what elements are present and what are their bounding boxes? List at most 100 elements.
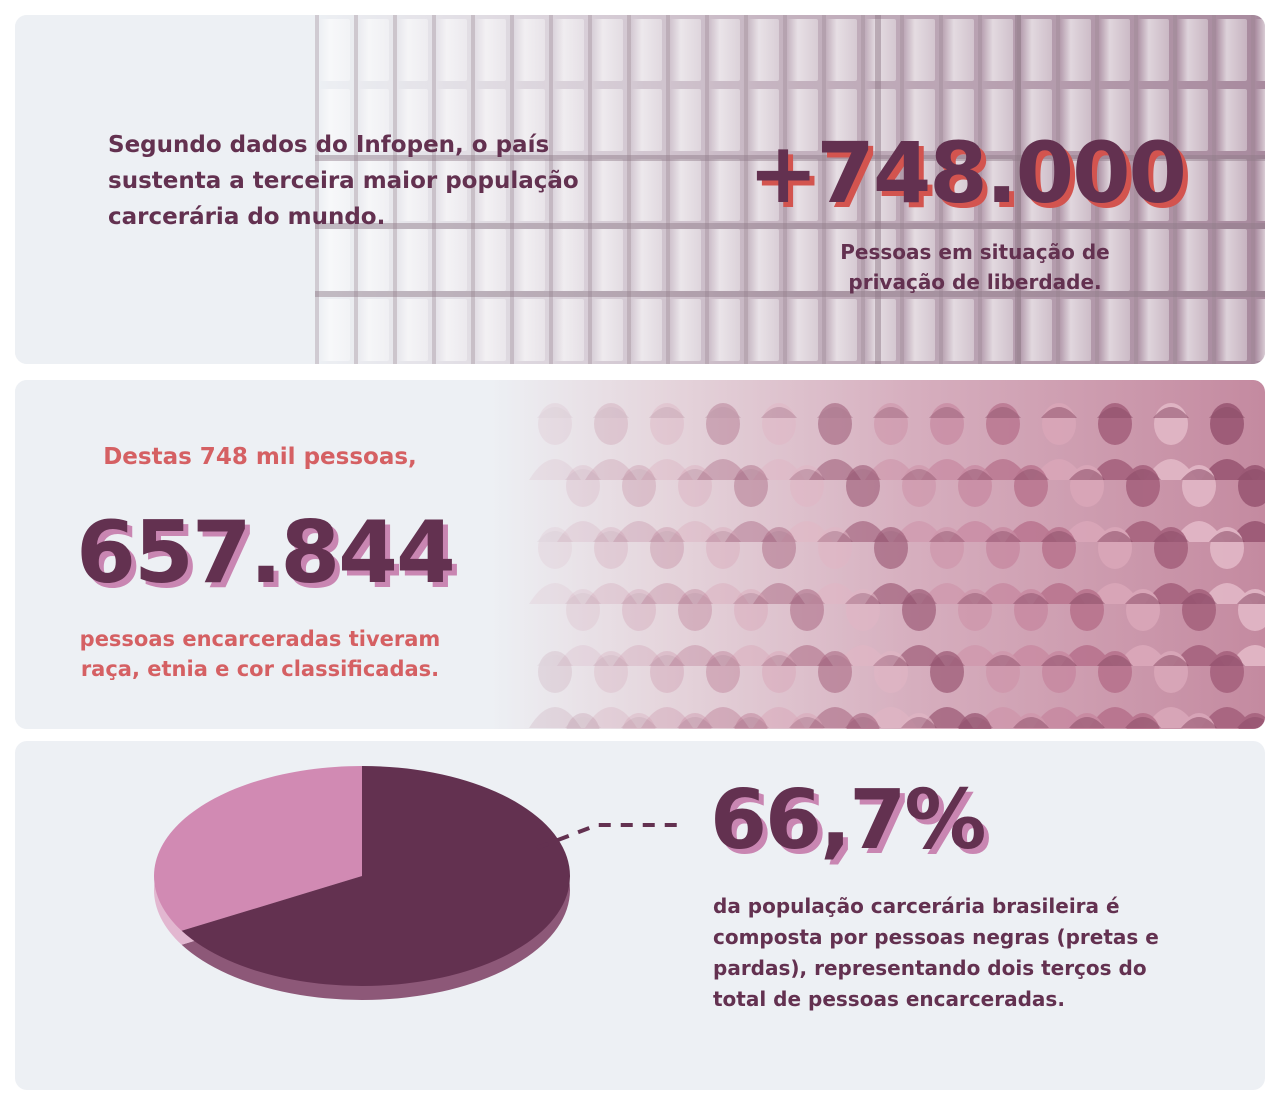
person-hair [565, 469, 601, 480]
crowd-person [585, 651, 637, 728]
bar-cell [904, 89, 935, 151]
person-hair [1097, 531, 1133, 542]
bar-cell [1255, 299, 1265, 361]
person-hair [537, 531, 573, 542]
person-head [566, 465, 600, 507]
bar-cell [475, 19, 506, 81]
crowd-person [697, 651, 749, 728]
bar-cell [670, 19, 701, 81]
person-hair [621, 717, 657, 728]
person-hair [649, 655, 685, 666]
person-head [930, 527, 964, 569]
person-head [958, 589, 992, 631]
person-hair [761, 655, 797, 666]
person-body [1033, 707, 1085, 728]
crowd-person [1117, 465, 1169, 542]
person-head [622, 713, 656, 729]
person-body [977, 459, 1029, 480]
bar-cell [514, 159, 545, 221]
person-head [650, 651, 684, 693]
person-hair [537, 655, 573, 666]
bar-cell [319, 19, 350, 81]
black-population-card: 66,7% da população carcerária brasileira… [15, 741, 1265, 1090]
bar-cell [670, 159, 701, 221]
vertical-bar [978, 15, 982, 364]
person-body [865, 459, 917, 480]
crowd-person [557, 589, 609, 666]
vertical-bar [549, 15, 553, 364]
person-hair [1181, 717, 1217, 728]
bar-cell [631, 159, 662, 221]
person-head [1042, 527, 1076, 569]
crowd-person [613, 589, 665, 666]
person-hair [1013, 593, 1049, 604]
person-body [669, 645, 721, 666]
crowd-person [1173, 465, 1225, 542]
crowd-person [585, 403, 637, 480]
bar-cell [631, 19, 662, 81]
infopen-card: Segundo dados do Infopen, o país sustent… [15, 15, 1265, 364]
bar-cell [904, 19, 935, 81]
crowd-person [949, 465, 1001, 542]
person-body [865, 707, 917, 728]
bar-cell [1177, 19, 1208, 81]
person-head [538, 651, 572, 693]
person-hair [1013, 717, 1049, 728]
crowd-person [529, 403, 581, 480]
person-hair [705, 655, 741, 666]
pie-chart [154, 766, 685, 1000]
bar-cell [826, 229, 857, 291]
person-body [725, 645, 777, 666]
person-body [1061, 521, 1113, 542]
person-body [893, 645, 945, 666]
bar-cell [826, 299, 857, 361]
bar-cell [436, 89, 467, 151]
person-body [1201, 459, 1253, 480]
person-head [734, 465, 768, 507]
bar-cell [1060, 89, 1091, 151]
vertical-bar [861, 15, 865, 364]
person-hair [677, 469, 713, 480]
crowd-person [1181, 713, 1217, 729]
person-head [902, 465, 936, 507]
bar-cell [670, 299, 701, 361]
person-head [1014, 713, 1048, 729]
crowd-person [921, 527, 973, 604]
horizontal-bar [315, 223, 1265, 229]
person-hair [1125, 593, 1161, 604]
bar-cell [748, 89, 779, 151]
crowd-person [1005, 589, 1057, 666]
vertical-bar [1212, 15, 1216, 364]
crowd-person [781, 589, 833, 666]
crowd-person [1125, 713, 1161, 729]
person-hair [985, 655, 1021, 666]
person-hair [1125, 469, 1161, 480]
bar-cell [319, 89, 350, 151]
bar-cell [436, 19, 467, 81]
bar-cell [982, 89, 1013, 151]
crowd-person [1201, 651, 1253, 728]
bar-cell [514, 229, 545, 291]
bar-cell [904, 229, 935, 291]
bar-cell [1138, 89, 1169, 151]
person-head [1014, 465, 1048, 507]
person-head [1042, 651, 1076, 693]
person-hair [1181, 593, 1217, 604]
person-hair [593, 407, 629, 418]
bar-cell [1216, 299, 1247, 361]
bar-cell [592, 89, 623, 151]
person-head [762, 651, 796, 693]
person-body [1173, 521, 1225, 542]
crowd-person [921, 403, 973, 480]
person-body [585, 459, 637, 480]
person-head [818, 651, 852, 693]
bar-cell [982, 229, 1013, 291]
crowd-person [1089, 403, 1141, 480]
bar-cell [397, 19, 428, 81]
person-body [529, 459, 581, 480]
person-head [706, 527, 740, 569]
bar-cell [553, 299, 584, 361]
bar-cell [1138, 159, 1169, 221]
person-hair [957, 593, 993, 604]
classified-number: 657.844 [76, 503, 456, 603]
